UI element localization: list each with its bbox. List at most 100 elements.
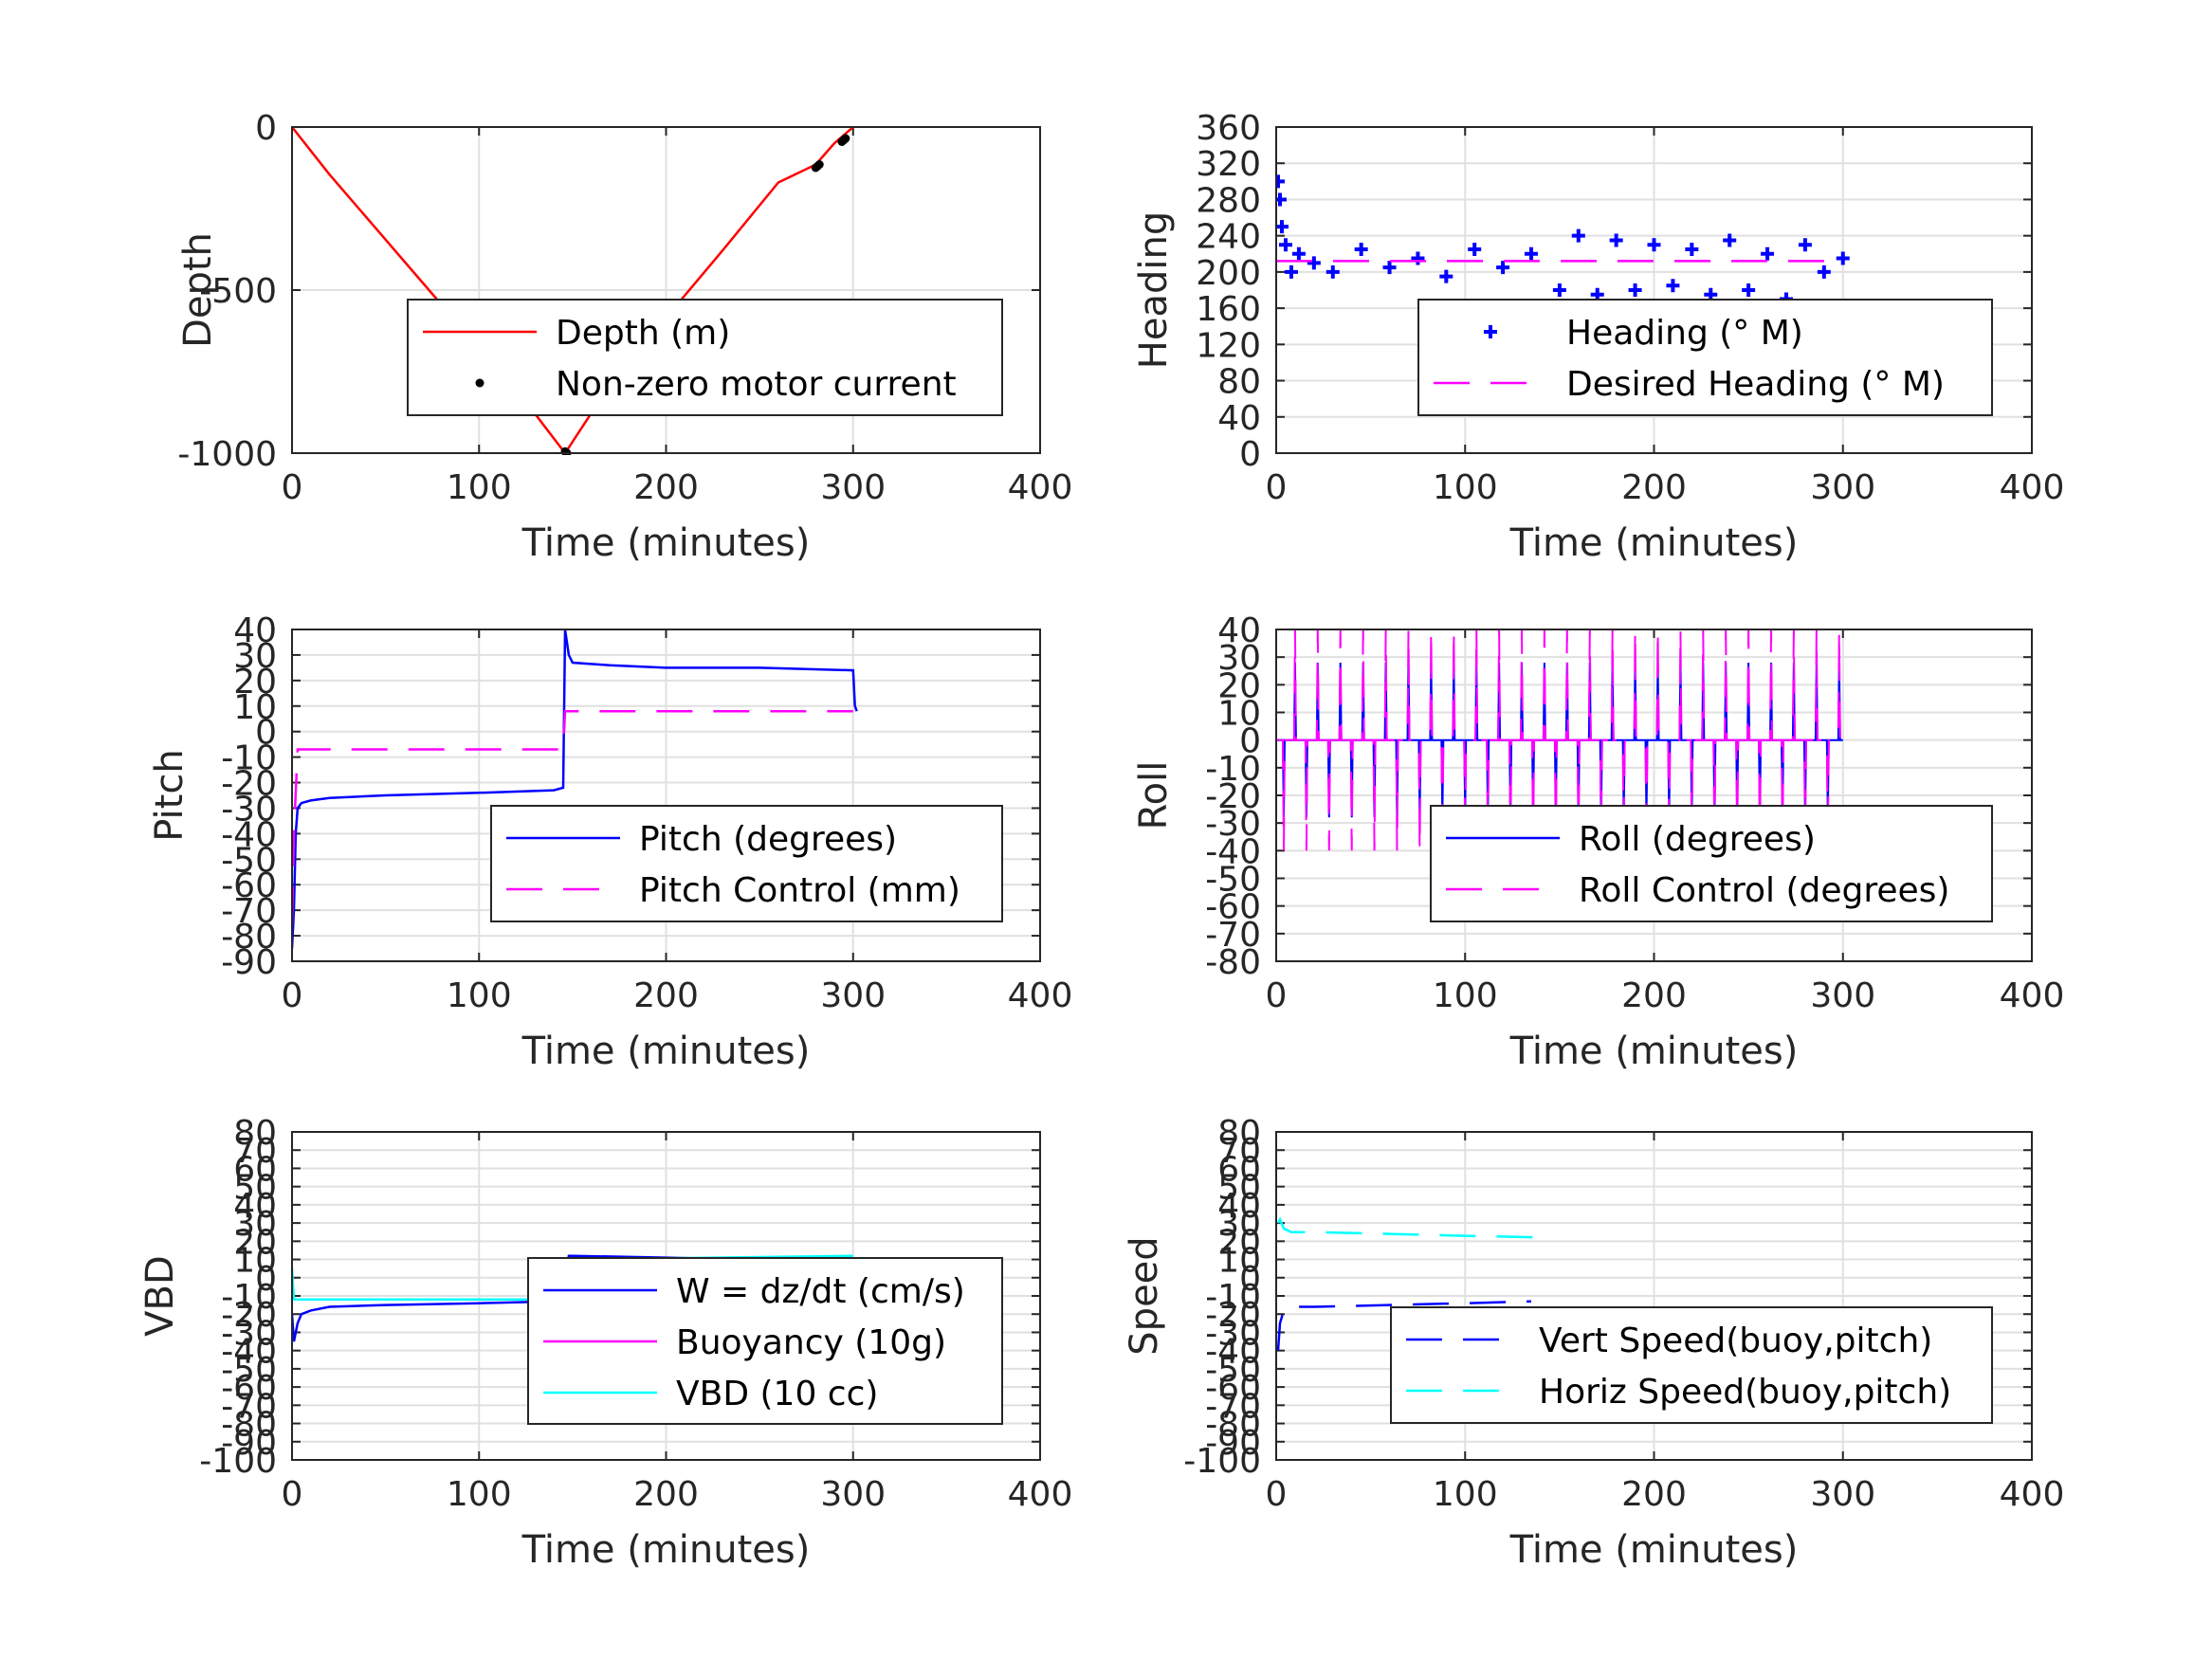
y-tick-label: -10 [221, 739, 277, 778]
y-tick-label: -100 [1183, 1442, 1261, 1481]
y-axis-label: Speed [1123, 1236, 1166, 1355]
x-tick-label: 100 [447, 1475, 512, 1514]
y-tick-label: 120 [1196, 326, 1261, 365]
y-tick-label: 40 [1217, 399, 1261, 438]
y-tick-label: -40 [1205, 1333, 1261, 1372]
series-heading-m-point [1291, 246, 1306, 261]
x-tick-label: 300 [820, 976, 886, 1015]
y-tick-label: -50 [1205, 1351, 1261, 1390]
series-heading-m-point [1817, 264, 1831, 279]
axes-box [1275, 1131, 2033, 1461]
y-tick-label: -60 [221, 1369, 277, 1408]
x-tick-label: 100 [447, 468, 512, 507]
x-tick-label: 300 [1810, 468, 1875, 507]
y-tick-label: 30 [233, 1205, 277, 1244]
legend-label: Non-zero motor current [556, 365, 957, 404]
x-tick-label: 100 [1433, 1475, 1498, 1514]
y-tick-label: 50 [1217, 1169, 1261, 1208]
axes-box [291, 1131, 1041, 1461]
series-pitch-degrees [292, 629, 858, 949]
y-tick-label: 60 [1217, 1150, 1261, 1189]
axes-box [291, 629, 1041, 962]
legend-label: VBD (10 cc) [676, 1375, 878, 1413]
x-axis-label: Time (minutes) [1509, 1030, 1799, 1073]
series-non-zero-motor-current-point [814, 160, 824, 170]
series-heading-m-point [1647, 238, 1661, 252]
series-heading-m-point [1628, 283, 1642, 297]
y-tick-label: 20 [233, 663, 277, 702]
y-axis-label: Pitch [148, 749, 192, 841]
legend: Vert Speed(buoy,pitch) Horiz Speed(buoy,p… [1390, 1306, 1993, 1424]
y-tick-label: -50 [221, 1351, 277, 1390]
plot-area [292, 126, 854, 455]
y-tick-label: -40 [221, 815, 277, 854]
legend-label: Roll Control (degrees) [1579, 871, 1949, 910]
y-tick-label: 30 [233, 637, 277, 676]
x-tick-label: 200 [1621, 1475, 1687, 1514]
y-tick-label: 320 [1196, 145, 1261, 184]
y-tick-label: 0 [255, 1260, 277, 1299]
series-heading-m-point [1307, 256, 1321, 270]
x-tick-label: 0 [1266, 468, 1288, 507]
y-tick-label: -70 [1205, 1387, 1261, 1426]
legend-box [1417, 299, 1993, 416]
x-tick-label: 400 [2000, 1475, 2065, 1514]
y-tick-label: -10 [1205, 1278, 1261, 1317]
x-tick-label: 0 [1266, 1475, 1288, 1514]
series-heading-m-point [1411, 251, 1425, 265]
y-tick-label: 280 [1196, 181, 1261, 220]
legend-marker [1484, 325, 1497, 338]
y-axis-label: Depth [176, 232, 220, 348]
y-tick-label: 10 [233, 688, 277, 727]
series-heading-m-point [1742, 283, 1756, 297]
series-heading-m-point [1609, 233, 1623, 247]
x-axis-label: Time (minutes) [521, 521, 811, 565]
x-tick-label: 400 [2000, 468, 2065, 507]
series-heading-m-point [1552, 283, 1566, 297]
series-heading-m-point [1278, 238, 1292, 252]
y-tick-label: 360 [1196, 109, 1261, 148]
legend: Roll (degrees) Roll Control (degrees) [1430, 805, 1993, 922]
y-tick-label: -20 [1205, 1296, 1261, 1335]
y-tick-label: 30 [1217, 1205, 1261, 1244]
y-tick-label: 60 [233, 1150, 277, 1189]
x-tick-label: 400 [2000, 976, 2065, 1015]
legend: Heading (° M) Desired Heading (° M) [1417, 299, 1993, 416]
y-tick-label: -80 [1205, 943, 1261, 982]
legend-label: Depth (m) [556, 314, 730, 353]
y-tick-label: 20 [1217, 666, 1261, 705]
x-tick-label: 200 [1621, 468, 1687, 507]
series-heading-m-point [1571, 228, 1585, 243]
x-tick-label: 200 [633, 976, 699, 1015]
series-heading-m-point [1354, 243, 1368, 256]
y-tick-label: 80 [233, 1114, 277, 1153]
x-tick-label: 400 [1008, 976, 1073, 1015]
y-tick-label: 80 [1217, 1114, 1261, 1153]
y-tick-label: 10 [1217, 1242, 1261, 1281]
x-tick-label: 300 [1810, 1475, 1875, 1514]
x-axis-label: Time (minutes) [1509, 1528, 1799, 1572]
axes-box [1275, 629, 2033, 962]
x-tick-label: 100 [1433, 976, 1498, 1015]
x-tick-label: 100 [447, 976, 512, 1015]
y-tick-label: -60 [221, 866, 277, 905]
y-tick-label: -80 [1205, 1406, 1261, 1445]
y-tick-label: -1000 [177, 435, 277, 474]
y-tick-label: -500 [199, 272, 277, 311]
y-tick-label: 20 [1217, 1223, 1261, 1262]
y-tick-label: -60 [1205, 888, 1261, 927]
y-tick-label: 0 [1239, 1260, 1261, 1299]
y-tick-label: -10 [1205, 750, 1261, 789]
x-tick-label: 400 [1008, 468, 1073, 507]
legend-box [490, 805, 1003, 922]
y-tick-label: -90 [221, 1424, 277, 1463]
y-tick-label: 70 [233, 1132, 277, 1171]
y-tick-label: -20 [1205, 777, 1261, 816]
y-tick-label: -90 [221, 943, 277, 982]
series-heading-m-point [1439, 269, 1453, 283]
legend-label: Heading (° M) [1566, 314, 1803, 353]
y-tick-label: -30 [221, 790, 277, 829]
y-tick-label: -40 [1205, 832, 1261, 871]
x-tick-label: 300 [1810, 976, 1875, 1015]
